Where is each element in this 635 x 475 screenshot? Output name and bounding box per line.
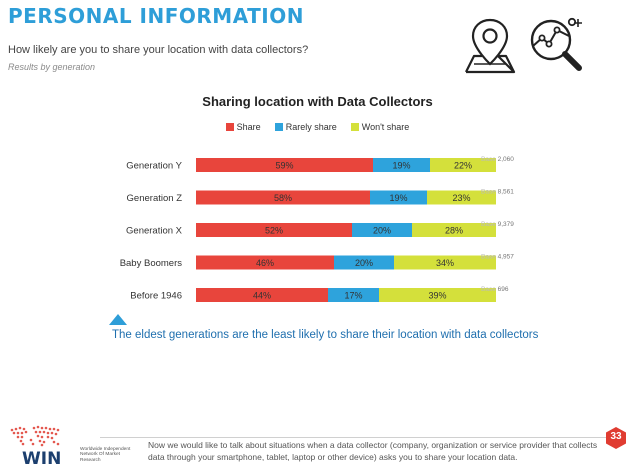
base-label-baby-boomers: Base 4,957 (481, 254, 514, 261)
bar-segment-baby-boomers-1 (334, 255, 394, 270)
legend-swatch-wont-share (350, 123, 359, 131)
bar-segment-generation-z-2 (427, 190, 496, 205)
data-label-baby-boomers-1: 20% (355, 258, 373, 268)
data-label-generation-x-1: 20% (373, 225, 391, 235)
bar-segment-before-1946-2 (379, 288, 496, 302)
legend-swatch-share (225, 123, 234, 131)
base-label-before-1946: Base 696 (481, 286, 509, 293)
badge-shape (606, 427, 626, 449)
data-label-generation-z-1: 19% (389, 193, 407, 203)
legend-swatch-rarely-share (274, 123, 283, 131)
bar-segment-before-1946-0 (196, 288, 328, 302)
page-title: PERSONAL INFORMATION (8, 4, 304, 28)
legend-item-share: Share (225, 122, 261, 132)
logo-wordmark: WIN (22, 449, 62, 469)
bar-segment-generation-z-1 (370, 190, 427, 205)
category-label-generation-y: Generation Y (126, 161, 182, 172)
data-label-generation-y-2: 22% (454, 160, 472, 170)
search-data-icon (530, 17, 582, 71)
data-label-generation-y-0: 59% (275, 160, 293, 170)
win-logo (10, 425, 60, 447)
question-text: How likely are you to share your locatio… (8, 44, 309, 56)
bar-segment-generation-y-1 (373, 158, 430, 172)
bar-segment-generation-y-0 (196, 158, 373, 172)
footer-divider (100, 437, 610, 438)
category-label-before-1946: Before 1946 (130, 291, 182, 302)
bar-segment-generation-x-1 (352, 223, 412, 237)
bar-segment-generation-y-2 (430, 158, 496, 172)
legend-label-rarely-share: Rarely share (285, 122, 337, 132)
bar-segment-generation-z-0 (196, 190, 370, 205)
legend-item-wont-share: Won't share (350, 122, 410, 132)
bar-segment-generation-x-0 (196, 223, 352, 237)
bar-segment-before-1946-1 (328, 288, 379, 302)
bar-segment-baby-boomers-0 (196, 255, 334, 270)
stacked-bar-chart: Generation Y 59% 19% 22% Base 2,060 Generatio… (120, 156, 514, 302)
results-note: Results by generation (8, 62, 96, 72)
key-finding: The eldest generations are the least lik… (112, 329, 539, 341)
category-label-baby-boomers: Baby Boomers (120, 258, 183, 269)
location-map-icon (465, 18, 516, 74)
data-label-baby-boomers-0: 46% (256, 258, 274, 268)
category-label-generation-z: Generation Z (127, 193, 183, 204)
data-label-generation-x-2: 28% (445, 225, 463, 235)
question-footnote: Now we would like to talk about situatio… (148, 440, 598, 462)
category-label-generation-x: Generation X (126, 226, 183, 237)
legend-label-share: Share (236, 122, 261, 132)
data-label-generation-y-1: 19% (392, 160, 410, 170)
data-label-generation-z-2: 23% (452, 193, 470, 203)
bar-segment-baby-boomers-2 (394, 255, 496, 270)
legend-item-rarely-share: Rarely share (274, 122, 337, 132)
page-number-badge: 33 (604, 426, 628, 450)
data-label-generation-x-0: 52% (265, 225, 283, 235)
base-label-generation-x: Base 9,379 (481, 221, 514, 228)
data-label-generation-z-0: 58% (274, 193, 292, 203)
data-label-before-1946-2: 39% (428, 290, 446, 300)
legend-label-wont-share: Won't share (361, 122, 410, 132)
logo-tagline: Worldwide Independent Network Of Market … (80, 447, 131, 463)
page-number: 33 (610, 431, 622, 442)
base-label-generation-y: Base 2,060 (481, 156, 514, 163)
data-label-before-1946-1: 17% (344, 290, 362, 300)
bar-segment-generation-x-2 (412, 223, 496, 237)
callout-triangle-icon (109, 314, 127, 325)
data-label-baby-boomers-2: 34% (436, 258, 454, 268)
chart-title: Sharing location with Data Collectors (202, 94, 433, 109)
data-label-before-1946-0: 44% (253, 290, 271, 300)
base-label-generation-z: Base 8,561 (481, 189, 514, 196)
chart-legend: Share Rarely share Won't share (0, 122, 635, 132)
